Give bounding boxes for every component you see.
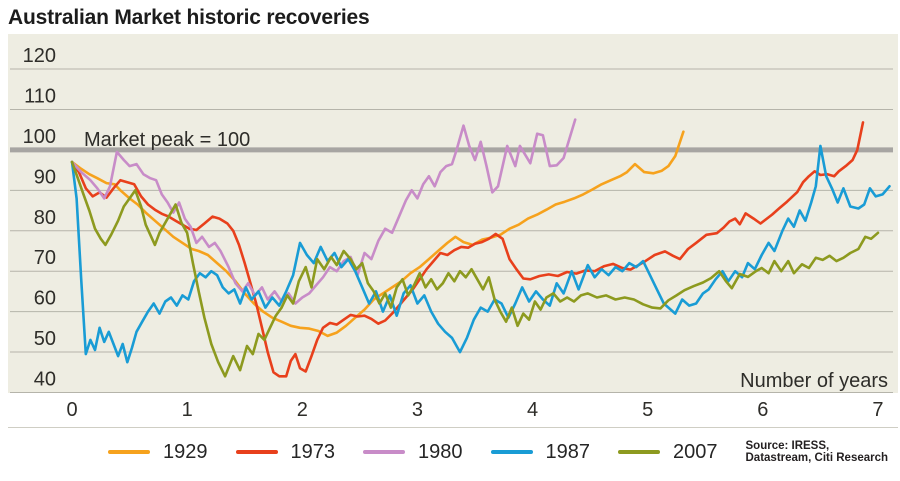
legend-item-1980: 1980 <box>363 441 463 464</box>
y-tick-label-120: 120 <box>23 45 56 67</box>
legend-label-1929: 1929 <box>163 440 208 463</box>
legend-swatch-1987 <box>490 450 533 454</box>
chart-series <box>70 118 891 378</box>
x-tick-label-0: 0 <box>66 399 77 421</box>
source-credit: Source: IRESS, Datastream, Citi Research <box>745 440 889 464</box>
legend-swatch-1973 <box>235 450 278 454</box>
y-tick-label-50: 50 <box>34 328 56 350</box>
legend-label-1980: 1980 <box>418 440 463 463</box>
x-tick-label-2: 2 <box>297 399 308 421</box>
y-tick-label-100: 100 <box>23 126 56 148</box>
y-tick-label-70: 70 <box>34 247 56 269</box>
plot-background <box>8 34 898 393</box>
x-tick-label-6: 6 <box>757 399 768 421</box>
gridlines <box>10 68 893 393</box>
legend-item-1973: 1973 <box>235 440 336 464</box>
x-axis-title: Number of years <box>740 370 888 392</box>
legend-label-2007: 2007 <box>673 440 718 463</box>
x-tick-label-1: 1 <box>182 399 193 421</box>
chart-legend: 1929 1973 1980 1987 2007 Source: IRESS, … <box>0 429 900 475</box>
y-tick-label-60: 60 <box>34 288 56 310</box>
y-tick-label-80: 80 <box>34 207 56 229</box>
legend-item-2007: 2007 <box>618 441 718 464</box>
legend-item-1987: 1987 <box>490 440 591 464</box>
x-tick-label-5: 5 <box>642 399 653 421</box>
legend-label-1987: 1987 <box>545 440 591 463</box>
legend-swatch-1980 <box>363 450 405 454</box>
series-line-1973 <box>70 121 865 378</box>
peak-annotation: Market peak = 100 <box>84 129 250 151</box>
line-chart: 120 110 100 90 80 70 60 50 40 0 1 2 3 4 5 6 7 Market pea… <box>8 34 898 428</box>
series-line-1987 <box>70 144 891 364</box>
series-line-1980 <box>70 118 577 305</box>
legend-swatch-1929 <box>108 450 150 454</box>
x-tick-label-3: 3 <box>412 399 423 421</box>
legend-swatch-2007 <box>618 450 660 454</box>
x-tick-label-7: 7 <box>872 399 883 421</box>
series-line-2007 <box>70 160 880 378</box>
y-tick-label-40: 40 <box>34 368 56 390</box>
x-tick-label-4: 4 <box>527 399 538 421</box>
chart-title: Australian Market historic recoveries <box>8 6 370 29</box>
legend-item-1929: 1929 <box>108 441 208 464</box>
axis-labels: 120 110 100 90 80 70 60 50 40 0 1 2 3 4 5 6 7 <box>23 45 884 421</box>
y-tick-label-90: 90 <box>34 166 56 188</box>
y-tick-label-110: 110 <box>24 85 56 107</box>
legend-label-1973: 1973 <box>290 440 336 463</box>
